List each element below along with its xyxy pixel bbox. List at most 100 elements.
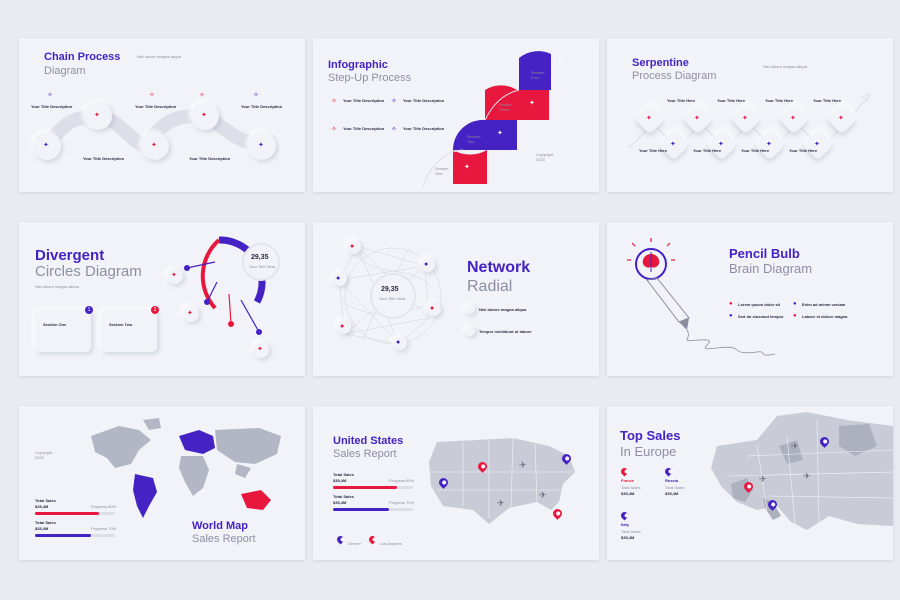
chain-title: Chain Process <box>44 51 121 63</box>
world-row-amount: $35,4M <box>35 526 49 531</box>
network-value: 29,35 <box>381 286 399 293</box>
chain-node-5[interactable] <box>248 132 276 160</box>
us-row-label: Total Sales <box>333 472 354 477</box>
world-subtitle: Sales Report <box>192 533 256 545</box>
network-node[interactable] <box>427 302 441 316</box>
bulb-item: Sed do eiusmod tempor <box>738 314 784 319</box>
serpentine-label: Your Title Here <box>717 98 746 103</box>
rocket-icon: ✦ <box>718 141 724 148</box>
rocket-icon: ✦ <box>814 141 820 148</box>
europe-country-amount: $35,4M <box>621 535 635 540</box>
network-node[interactable] <box>333 272 347 286</box>
step-icon: ✦ <box>497 130 503 137</box>
stepup-label: Your Title Description <box>343 126 385 131</box>
chain-node-3[interactable] <box>141 132 169 160</box>
divergent-circle[interactable] <box>183 306 199 322</box>
divergent-title: Divergent <box>35 247 105 264</box>
node-icon: ● <box>430 305 435 312</box>
rocket-icon: ✦ <box>670 141 676 148</box>
europe-country: Russia <box>665 478 679 483</box>
badge-2: 2 <box>151 306 159 314</box>
slide-network-radial[interactable]: ● ● ● ● ● ● 29,35 Your Title Here Networ… <box>313 222 599 376</box>
slide-europe-sales[interactable]: ✈ ✈ ✈ Top Sales In Europe France Total S… <box>607 406 893 560</box>
chain-node-4[interactable] <box>191 102 219 130</box>
bulb-title: Pencil Bulb <box>729 246 800 261</box>
slide-divergent-circles[interactable]: Divergent Circles Diagram Nisl dolore ma… <box>19 222 305 376</box>
network-node[interactable] <box>421 258 435 272</box>
rocket-icon: ✦ <box>94 112 100 119</box>
world-progress-2 <box>35 534 91 537</box>
slide-pencil-bulb[interactable]: Pencil Bulb Brain Diagram ● Lorem ipsum … <box>607 222 893 376</box>
badge-1: 1 <box>85 306 93 314</box>
check-icon: ● <box>729 313 733 319</box>
check-icon: ● <box>793 301 797 307</box>
section-card-2[interactable] <box>101 310 157 352</box>
world-row-label: Total Sales <box>35 520 56 525</box>
node-icon: ● <box>396 339 401 346</box>
us-row-amount: $35,4M <box>333 500 347 505</box>
rocket-icon: ✦ <box>201 112 207 119</box>
europe-country-amount: $35,4M <box>621 491 635 496</box>
chain-label: Your Title Description <box>31 104 73 109</box>
bulb-item: Lorem ipsum dolor sit <box>738 302 781 307</box>
chain-subtitle: Diagram <box>44 65 86 77</box>
divergent-circle[interactable] <box>167 268 183 284</box>
chain-node-1[interactable] <box>33 132 61 160</box>
network-node[interactable] <box>347 240 361 254</box>
rocket-icon: ✦ <box>258 142 264 149</box>
network-node[interactable] <box>337 320 351 334</box>
node-icon: ● <box>340 323 345 330</box>
world-map <box>91 418 281 518</box>
plane-icon: ✈ <box>497 498 505 508</box>
slide-us-sales[interactable]: ✈ ✈ ✈ United States Sales Report Total S… <box>313 406 599 560</box>
us-row-progress: Progress 70% <box>389 500 415 505</box>
slide-world-map[interactable]: Copyright 2023 Total Sales $35,4M Progre… <box>19 406 305 560</box>
divergent-graphic <box>184 236 280 335</box>
slide-chain-process[interactable]: Chain Process Diagram Nisl dolore magna … <box>19 38 305 192</box>
chain-note: Nisl dolore magna aliqua <box>137 54 182 59</box>
serpentine-label: Your Title Here <box>639 148 668 153</box>
rocket-icon: ✦ <box>171 272 177 279</box>
serpentine-label: Your Title Here <box>741 148 770 153</box>
section-card-1[interactable] <box>35 310 91 352</box>
world-row-amount: $35,4M <box>35 504 49 509</box>
stepup-copyright: Copyright 2023 <box>536 152 554 162</box>
check-icon: ● <box>793 313 797 319</box>
divergent-value: 29,35 <box>251 254 269 261</box>
divergent-circle[interactable] <box>253 342 269 358</box>
chain-label: Your Title Description <box>189 156 231 161</box>
us-row-progress: Progress 80% <box>389 478 415 483</box>
network-item-icon <box>465 326 475 336</box>
chain-node-2[interactable] <box>84 102 112 130</box>
network-node[interactable] <box>393 336 407 350</box>
network-title: Network <box>467 259 531 276</box>
stepup-subtitle: Step-Up Process <box>328 72 412 84</box>
us-row-amount: $35,4M <box>333 478 347 483</box>
section-label: Section Three <box>499 102 513 112</box>
world-row-progress: Progress 80% <box>91 504 117 509</box>
rocket-icon: ✦ <box>838 115 844 122</box>
us-row-label: Total Sales <box>333 494 354 499</box>
europe-subtitle: In Europe <box>620 444 677 459</box>
divergent-note: Nisl dolore magna aliqua <box>35 284 80 289</box>
us-legend-item: Los Angeles <box>380 541 402 546</box>
plane-icon: ✈ <box>791 441 799 451</box>
bulb-subtitle: Brain Diagram <box>729 261 813 276</box>
network-item-icon <box>465 304 475 314</box>
serpentine-subtitle: Process Diagram <box>632 70 717 82</box>
slide-serpentine[interactable]: Serpentine Process Diagram Nisl dolore m… <box>607 38 893 192</box>
rocket-icon: ✦ <box>151 142 157 149</box>
world-title: World Map <box>192 520 249 532</box>
rocket-icon: ✦ <box>790 115 796 122</box>
slide-infographic-stepup[interactable]: Infographic Step-Up Process ✧ Your Title… <box>313 38 599 192</box>
network-item: Nisl dolore magna aliqua <box>479 307 527 312</box>
world-row-progress: Progress 70% <box>91 526 117 531</box>
europe-title: Top Sales <box>620 428 681 443</box>
plane-icon: ✈ <box>539 490 547 500</box>
pencil-bulb-graphic <box>627 238 776 356</box>
small-icon: ✧ <box>199 92 205 99</box>
us-map <box>429 437 575 524</box>
stepup-label: Your Title Description <box>403 98 445 103</box>
stepup-steps <box>422 51 551 187</box>
small-icon: ✧ <box>47 92 53 99</box>
